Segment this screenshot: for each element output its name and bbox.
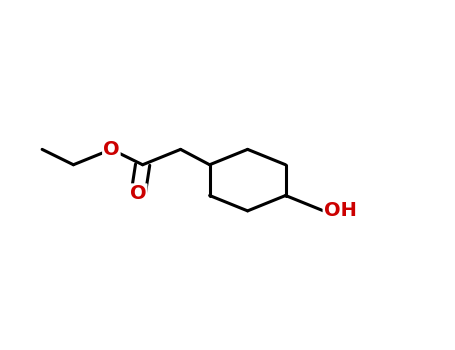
Text: OH: OH xyxy=(324,201,356,220)
Text: O: O xyxy=(130,184,147,203)
Text: O: O xyxy=(103,140,120,159)
